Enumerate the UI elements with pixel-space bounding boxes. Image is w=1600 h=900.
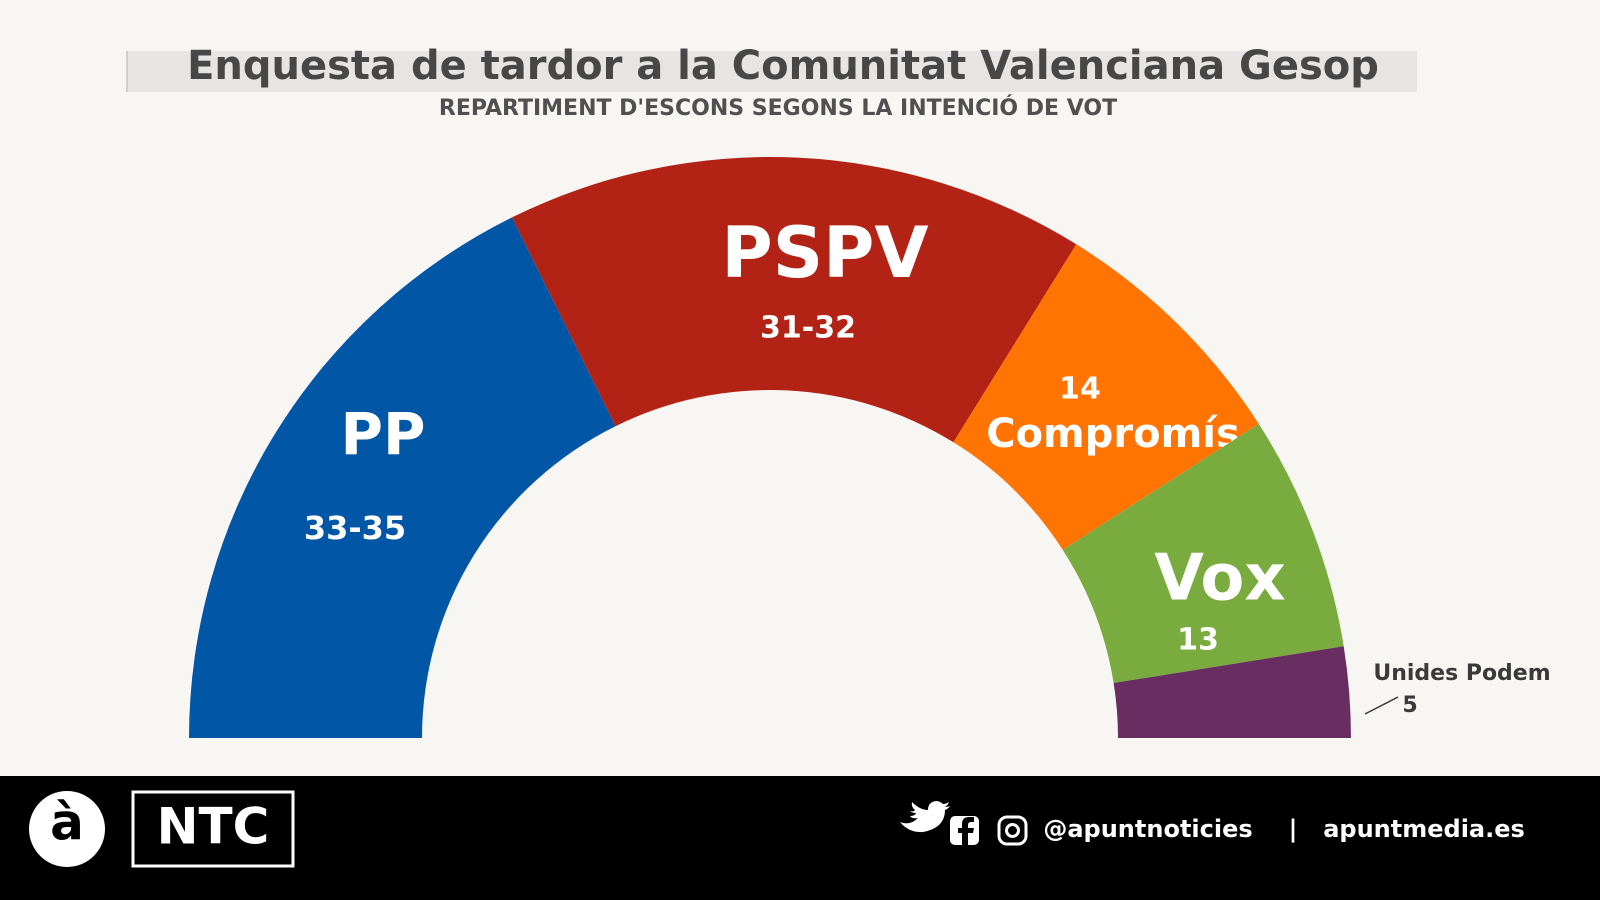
instagram-lens <box>1005 823 1020 838</box>
footer <box>0 776 1600 900</box>
chart-title: Enquesta de tardor a la Comunitat Valenc… <box>187 43 1379 89</box>
seat-segment <box>189 217 616 738</box>
party-name: Unides Podem <box>1373 661 1550 686</box>
seat-label: 14 <box>1059 372 1101 407</box>
title-band <box>127 51 1417 92</box>
website[interactable]: apuntmedia.es <box>1323 815 1525 843</box>
seat-label: 13 <box>1177 623 1219 658</box>
seat-label: 5 <box>1402 693 1417 718</box>
seat-segment <box>953 244 1259 550</box>
facebook-glyph <box>958 817 974 845</box>
party-name: PP <box>340 400 425 468</box>
logo: à <box>50 794 84 852</box>
leader-line <box>1364 696 1399 715</box>
seat-label: 33-35 <box>304 509 406 547</box>
logo-circle <box>29 791 105 867</box>
party-name: Compromís <box>986 411 1240 457</box>
seat-segment <box>511 157 1077 443</box>
separator: | <box>1289 815 1298 843</box>
instagram-icon[interactable] <box>997 815 1028 846</box>
chart-subtitle: REPARTIMENT D'ESCONS SEGONS LA INTENCIÓ … <box>439 95 1117 121</box>
brand-box <box>131 790 295 868</box>
seat-segment <box>1062 423 1344 684</box>
brand: NTC <box>157 798 270 856</box>
seat-label: 31-32 <box>760 311 856 346</box>
party-name: PSPV <box>721 212 928 294</box>
plot: PP 33-35 PSPV 31-32 Compromís 14 Vox 13 Unides P… <box>189 157 1551 738</box>
twitter-icon[interactable] <box>900 801 950 833</box>
social-handle[interactable]: @apuntnoticies <box>1043 815 1252 843</box>
party-name: Vox <box>1154 542 1285 616</box>
seat-segment <box>1113 646 1351 738</box>
